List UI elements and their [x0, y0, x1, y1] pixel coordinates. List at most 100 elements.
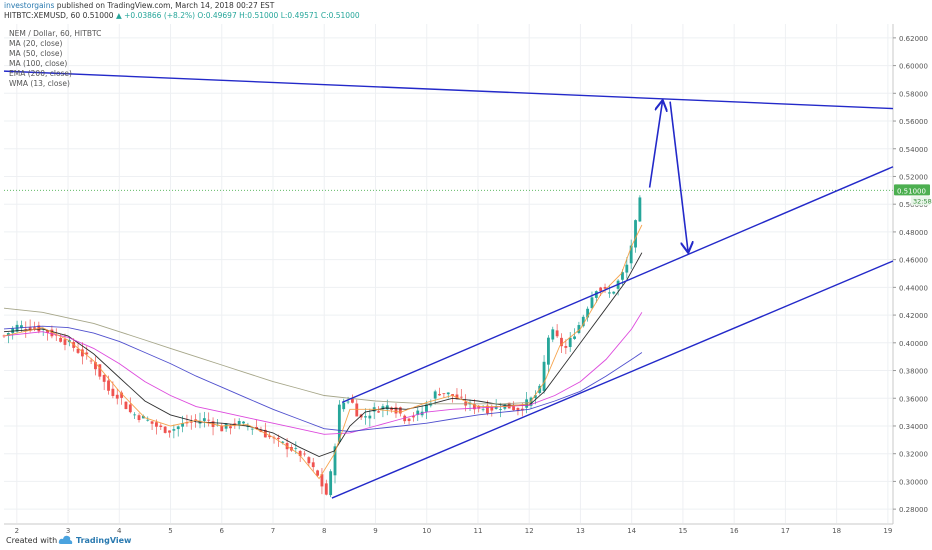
- author-link[interactable]: investorgains: [4, 1, 55, 10]
- candle-body: [107, 380, 110, 391]
- candle-body: [516, 408, 520, 412]
- y-tick-label: 0.48000: [899, 229, 928, 237]
- candle-body: [629, 245, 633, 264]
- y-tick-label: 0.52000: [899, 173, 928, 181]
- x-tick-label: 12: [525, 527, 534, 535]
- publish-line: investorgains published on TradingView.c…: [4, 1, 274, 10]
- candle-body: [337, 404, 341, 442]
- candle-body: [229, 426, 232, 429]
- candle-body: [351, 398, 354, 403]
- candle-body: [472, 404, 476, 410]
- legend-ma100[interactable]: MA (100, close): [9, 59, 68, 68]
- trendline-channel-upper: [341, 166, 894, 404]
- y-tick-label: 0.32000: [899, 451, 928, 459]
- candle-body: [320, 474, 324, 487]
- candle-body: [612, 291, 616, 294]
- candle-body: [394, 407, 398, 414]
- y-tick-label: 0.60000: [899, 63, 928, 71]
- candle-body: [586, 308, 590, 318]
- y-tick-label: 0.38000: [899, 368, 928, 376]
- candle-body: [242, 421, 245, 424]
- candle-body: [281, 441, 285, 443]
- candle-body: [621, 272, 624, 280]
- wma13-line: [3, 224, 643, 480]
- candle-body: [398, 407, 402, 414]
- candle-body: [307, 457, 311, 464]
- candle-body: [346, 401, 350, 403]
- candle-body: [172, 429, 176, 431]
- candle-body: [124, 401, 128, 410]
- candle-body: [46, 330, 49, 333]
- y-tick-label: 0.36000: [899, 395, 928, 403]
- tradingview-cloud-icon: [58, 535, 73, 544]
- x-tick-label: 7: [271, 527, 275, 535]
- x-tick-label: 9: [373, 527, 377, 535]
- candle-body: [416, 410, 420, 415]
- candle-body: [316, 470, 319, 476]
- candle-body: [163, 426, 167, 433]
- candle-body: [50, 329, 54, 337]
- x-tick-label: 17: [781, 527, 790, 535]
- candle-body: [555, 330, 559, 337]
- ma50-line: [3, 312, 643, 435]
- y-tick-label: 0.56000: [899, 118, 928, 126]
- candle-body: [33, 327, 36, 329]
- x-tick-label: 3: [66, 527, 70, 535]
- candle-body: [599, 287, 603, 291]
- candle-body: [594, 291, 598, 298]
- candle-body: [94, 362, 97, 370]
- ema200-line: [3, 307, 530, 405]
- candle-body: [28, 327, 32, 331]
- candle-body: [542, 361, 546, 391]
- symbol-text: HITBTC:XEMUSD, 60: [4, 11, 81, 20]
- candle-body: [459, 396, 463, 398]
- candle-body: [625, 264, 629, 273]
- candle-body: [237, 421, 241, 426]
- candle-body: [89, 360, 93, 362]
- y-tick-label: 0.58000: [899, 90, 928, 98]
- published-text: published on TradingView.com, March 14, …: [56, 1, 275, 10]
- x-tick-label: 4: [117, 527, 122, 535]
- trendline-resistance: [3, 70, 894, 110]
- legend-wma13[interactable]: WMA (13, close): [9, 79, 70, 88]
- legend-ma20[interactable]: MA (20, close): [9, 39, 63, 48]
- candle-body: [63, 339, 67, 345]
- legend-ema200[interactable]: EMA (200, close): [9, 69, 72, 78]
- candle-body: [115, 394, 119, 399]
- countdown-label: 32:58: [913, 197, 932, 205]
- candle-body: [560, 337, 563, 347]
- indicator-legend: NEM / Dollar, 60, HITBTC MA (20, close) …: [9, 29, 101, 89]
- candle-body: [477, 405, 481, 409]
- x-tick-label: 19: [883, 527, 892, 535]
- ma100-line: [3, 325, 643, 432]
- tradingview-brand[interactable]: TradingView: [76, 536, 132, 545]
- candle-body: [268, 435, 272, 438]
- change-text: +0.03866 (+8.2%): [124, 11, 196, 20]
- candle-body: [451, 394, 455, 397]
- candle-body: [298, 450, 302, 457]
- price-badge-label: 0.51000: [897, 187, 926, 195]
- candle-body: [638, 197, 642, 222]
- candle-body: [85, 352, 89, 355]
- legend-ma50[interactable]: MA (50, close): [9, 49, 63, 58]
- candle-body: [333, 446, 337, 476]
- close-value: C:0.51000: [320, 11, 360, 20]
- candle-body: [102, 375, 106, 382]
- x-tick-label: 6: [220, 527, 225, 535]
- candle-body: [385, 405, 389, 410]
- last-price: 0.51000: [82, 11, 114, 20]
- candle-body: [442, 393, 446, 395]
- candle-body: [607, 292, 611, 294]
- y-tick-label: 0.62000: [899, 35, 928, 43]
- candle-body: [303, 453, 306, 455]
- y-tick-label: 0.46000: [899, 257, 928, 265]
- candle-body: [481, 409, 485, 411]
- candle-body: [250, 428, 254, 430]
- x-tick-label: 18: [832, 527, 841, 535]
- candle-body: [490, 406, 494, 411]
- candle-body: [377, 411, 380, 413]
- low-value: L:0.49571: [280, 11, 319, 20]
- candle-body: [324, 483, 328, 495]
- candle-body: [499, 409, 502, 410]
